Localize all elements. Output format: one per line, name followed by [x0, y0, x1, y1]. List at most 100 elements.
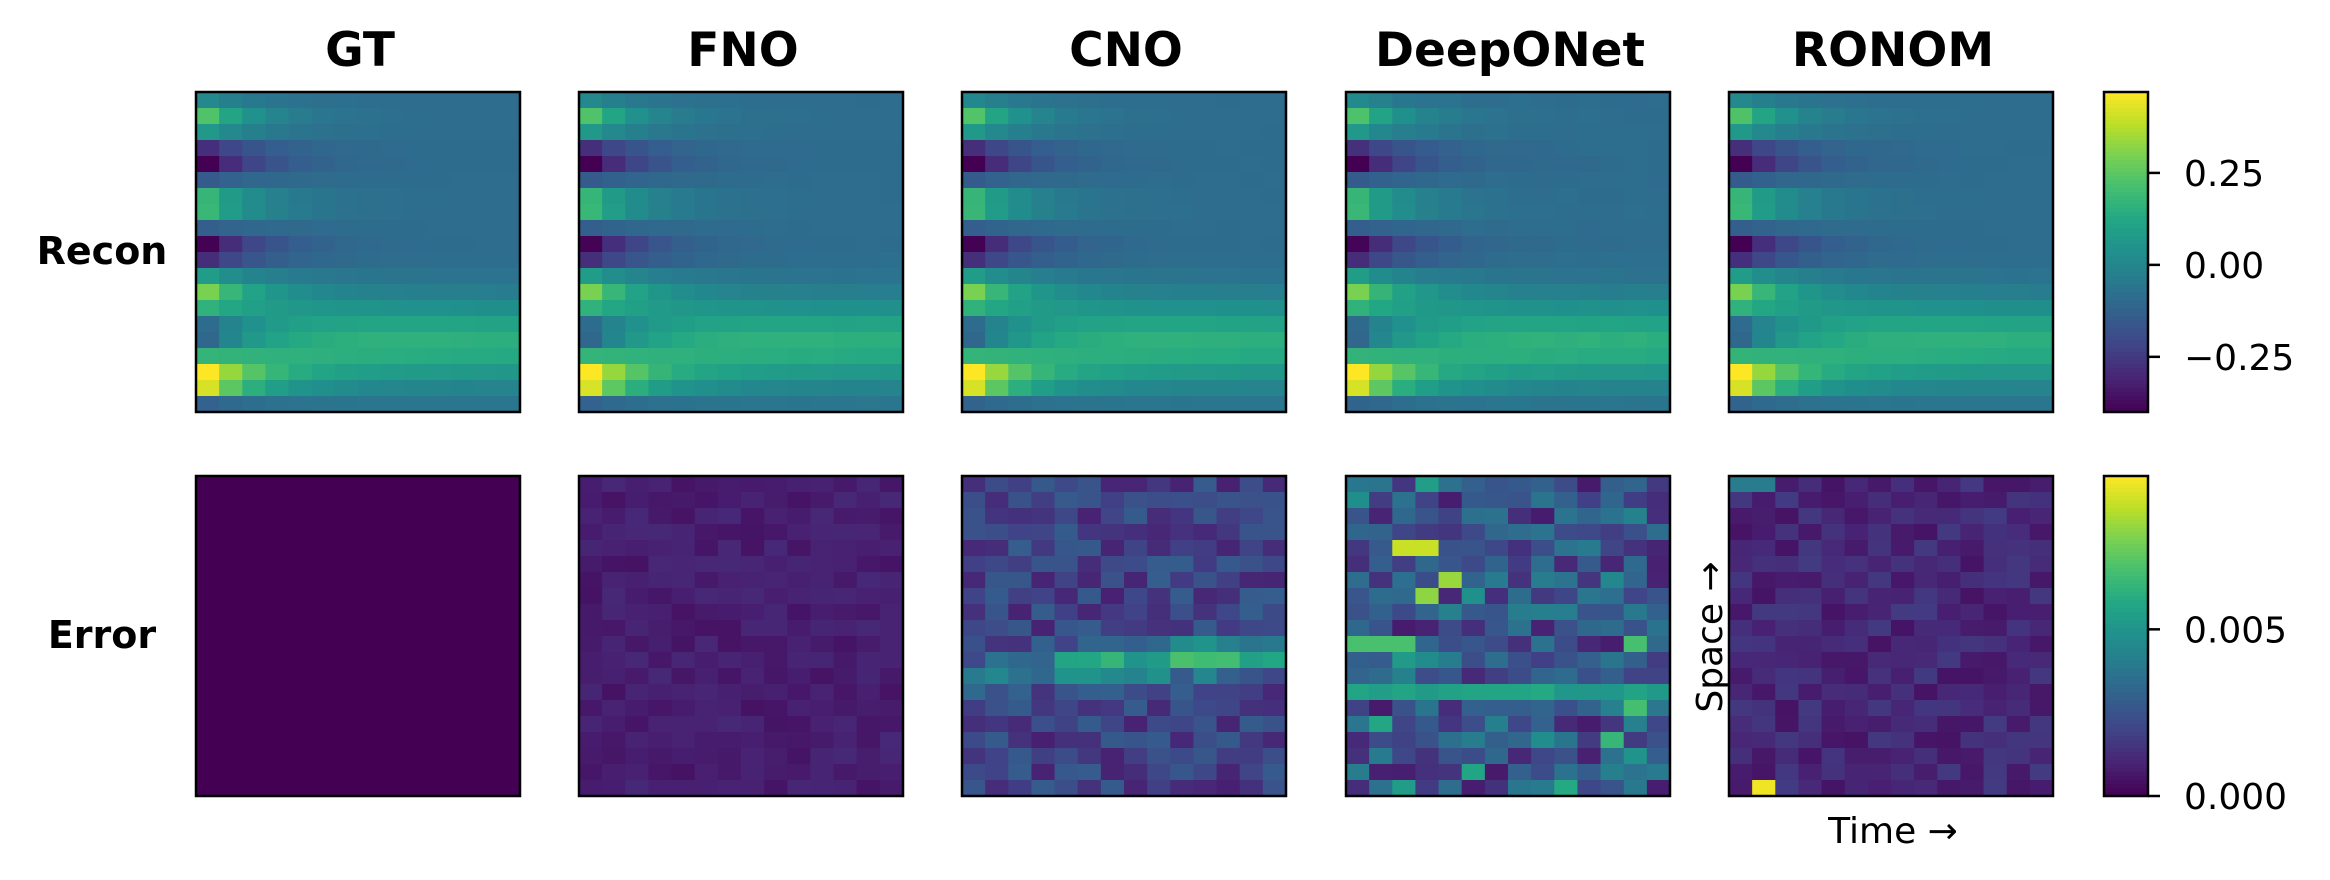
colorbar-segment: [2104, 476, 2148, 481]
colorbar-segment: [2104, 680, 2148, 685]
heatmap-cell: [1170, 556, 1195, 573]
heatmap-cell: [1646, 364, 1671, 381]
heatmap-cell: [1600, 668, 1625, 685]
heatmap-cell: [450, 332, 475, 349]
heatmap-cell: [787, 780, 812, 797]
heatmap-cell: [1147, 124, 1171, 141]
heatmap-cell: [2006, 284, 2031, 301]
heatmap-cell: [1193, 508, 1218, 525]
heatmap-cell: [579, 284, 603, 301]
heatmap-cell: [450, 556, 475, 573]
heatmap-cell: [288, 124, 313, 141]
heatmap-cell: [648, 300, 673, 317]
heatmap-cell: [427, 364, 452, 381]
heatmap-cell: [625, 492, 650, 509]
heatmap-cell: [242, 540, 267, 557]
heatmap-cell: [671, 604, 696, 621]
heatmap-cell: [602, 204, 626, 221]
heatmap-cell: [381, 236, 405, 253]
heatmap-cell: [1461, 668, 1486, 685]
colorbar-segment: [2104, 744, 2148, 749]
heatmap-cell: [1914, 540, 1938, 557]
heatmap-cell: [1531, 780, 1555, 797]
heatmap-cell: [1392, 748, 1417, 765]
heatmap-cell: [1415, 108, 1440, 125]
heatmap-cell: [671, 716, 696, 733]
heatmap-cell: [358, 556, 382, 573]
heatmap-cell: [879, 188, 904, 205]
heatmap-cell: [810, 668, 835, 685]
heatmap-cell: [1415, 252, 1440, 269]
heatmap-cell: [1891, 700, 1915, 717]
heatmap-cell: [602, 108, 626, 125]
colorbar-segment: [2104, 256, 2148, 261]
heatmap-cell: [579, 732, 603, 749]
heatmap-cell: [1077, 236, 1102, 253]
heatmap-cell: [962, 396, 986, 413]
colorbar-segment: [2104, 104, 2148, 109]
heatmap-cell: [648, 636, 673, 653]
heatmap-cell: [1461, 236, 1486, 253]
heatmap-cell: [856, 236, 881, 253]
heatmap-cell: [496, 204, 521, 221]
heatmap-cell: [1937, 492, 1962, 509]
heatmap-cell: [602, 684, 626, 701]
heatmap-cell: [1170, 124, 1195, 141]
heatmap-cell: [1729, 284, 1753, 301]
heatmap-cell: [1775, 124, 1800, 141]
heatmap-cell: [1798, 332, 1823, 349]
heatmap-cell: [496, 572, 521, 589]
heatmap-cell: [1369, 300, 1393, 317]
heatmap-cell: [496, 508, 521, 525]
heatmap-cell: [1415, 316, 1440, 333]
heatmap-cell: [1415, 508, 1440, 525]
heatmap-cell: [1844, 108, 1869, 125]
colorbar-segment: [2104, 760, 2148, 765]
heatmap-cell: [1508, 684, 1532, 701]
heatmap-cell: [404, 220, 429, 237]
heatmap-cell: [334, 188, 359, 205]
heatmap-cell: [1369, 268, 1393, 285]
heatmap-cell: [1891, 220, 1915, 237]
heatmap-cell: [1867, 604, 1892, 621]
heatmap-cell: [1937, 620, 1962, 637]
heatmap-cell: [1170, 572, 1195, 589]
heatmap-cell: [1077, 588, 1102, 605]
heatmap-cell: [1147, 748, 1171, 765]
heatmap-cell: [1821, 348, 1846, 365]
colorbar-segment: [2104, 320, 2148, 325]
heatmap-cell: [1216, 316, 1241, 333]
heatmap-cell: [265, 764, 290, 781]
heatmap-cell: [879, 92, 904, 109]
heatmap-cell: [879, 524, 904, 541]
heatmap-cell: [265, 476, 290, 493]
heatmap-cell: [196, 492, 220, 509]
heatmap-cell: [1623, 92, 1648, 109]
heatmap-cell: [473, 236, 498, 253]
heatmap-cell: [1531, 188, 1555, 205]
heatmap-cell: [196, 716, 220, 733]
heatmap-cell: [1844, 764, 1869, 781]
heatmap-cell: [741, 572, 765, 589]
heatmap-cell: [311, 124, 336, 141]
heatmap-cell: [196, 204, 220, 221]
heatmap-cell: [381, 140, 405, 157]
heatmap-cell: [1346, 252, 1370, 269]
heatmap-cell: [1438, 92, 1463, 109]
heatmap-cell: [404, 396, 429, 413]
heatmap-cell: [242, 476, 267, 493]
colorbar-segment: [2104, 732, 2148, 737]
heatmap-cell: [1369, 508, 1393, 525]
heatmap-cell: [962, 220, 986, 237]
heatmap-cell: [1508, 540, 1532, 557]
heatmap-cell: [311, 588, 336, 605]
heatmap-cell: [1960, 220, 1985, 237]
heatmap-cell: [1508, 348, 1532, 365]
heatmap-cell: [787, 204, 812, 221]
heatmap-cell: [764, 396, 788, 413]
heatmap-cell: [741, 188, 765, 205]
heatmap-cell: [450, 492, 475, 509]
heatmap-cell: [856, 652, 881, 669]
heatmap-cell: [1554, 380, 1579, 397]
heatmap-cell: [288, 172, 313, 189]
